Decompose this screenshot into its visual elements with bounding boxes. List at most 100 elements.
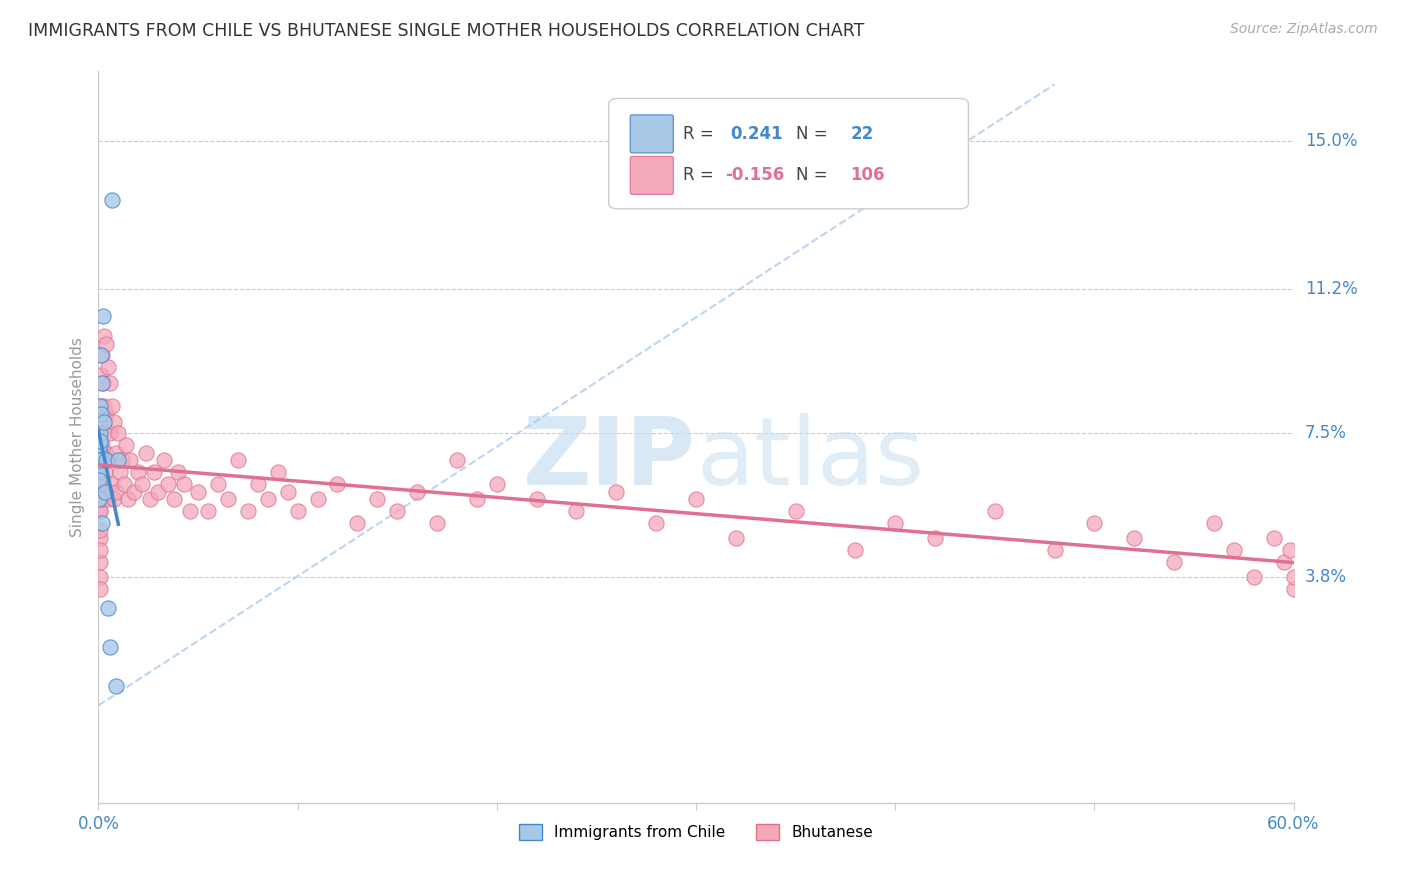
- Immigrants from Chile: [89, 426, 111, 441]
- Bhutanese: [115, 438, 138, 452]
- Text: ZIP: ZIP: [523, 413, 696, 505]
- Bhutanese: [346, 516, 368, 530]
- Bhutanese: [97, 453, 120, 467]
- Bhutanese: [526, 492, 548, 507]
- Bhutanese: [96, 336, 118, 351]
- Bhutanese: [112, 476, 135, 491]
- Bhutanese: [366, 492, 388, 507]
- FancyBboxPatch shape: [630, 156, 673, 194]
- Bhutanese: [187, 484, 209, 499]
- Immigrants from Chile: [93, 415, 115, 429]
- Text: R =: R =: [683, 125, 718, 143]
- Bhutanese: [645, 516, 668, 530]
- Bhutanese: [89, 531, 111, 545]
- Immigrants from Chile: [101, 193, 124, 207]
- Bhutanese: [148, 484, 170, 499]
- Bhutanese: [103, 492, 125, 507]
- Bhutanese: [605, 484, 627, 499]
- Bhutanese: [724, 531, 747, 545]
- Bhutanese: [87, 484, 110, 499]
- Bhutanese: [426, 516, 449, 530]
- Bhutanese: [1263, 531, 1285, 545]
- Immigrants from Chile: [105, 679, 128, 693]
- Bhutanese: [91, 438, 114, 452]
- Bhutanese: [91, 407, 114, 421]
- Bhutanese: [89, 524, 111, 538]
- Bhutanese: [844, 542, 866, 557]
- Bhutanese: [1123, 531, 1146, 545]
- Bhutanese: [96, 445, 118, 459]
- Bhutanese: [89, 542, 111, 557]
- Bhutanese: [97, 359, 120, 374]
- Bhutanese: [103, 415, 125, 429]
- Text: N =: N =: [796, 167, 834, 185]
- Bhutanese: [90, 492, 112, 507]
- Bhutanese: [120, 453, 142, 467]
- Bhutanese: [117, 492, 139, 507]
- Bhutanese: [131, 476, 153, 491]
- Bhutanese: [465, 492, 488, 507]
- Bhutanese: [90, 368, 112, 382]
- FancyBboxPatch shape: [630, 115, 673, 153]
- Bhutanese: [406, 484, 429, 499]
- Bhutanese: [197, 504, 219, 518]
- Text: IMMIGRANTS FROM CHILE VS BHUTANESE SINGLE MOTHER HOUSEHOLDS CORRELATION CHART: IMMIGRANTS FROM CHILE VS BHUTANESE SINGL…: [28, 22, 865, 40]
- Immigrants from Chile: [89, 453, 111, 467]
- Bhutanese: [163, 492, 186, 507]
- Bhutanese: [153, 453, 176, 467]
- Immigrants from Chile: [90, 348, 112, 362]
- Immigrants from Chile: [89, 438, 111, 452]
- Bhutanese: [1223, 542, 1246, 557]
- Legend: Immigrants from Chile, Bhutanese: Immigrants from Chile, Bhutanese: [513, 818, 879, 847]
- Bhutanese: [446, 453, 468, 467]
- Immigrants from Chile: [94, 484, 117, 499]
- Text: N =: N =: [796, 125, 834, 143]
- Bhutanese: [1043, 542, 1066, 557]
- Bhutanese: [89, 570, 111, 584]
- Bhutanese: [157, 476, 180, 491]
- Bhutanese: [93, 426, 115, 441]
- Text: R =: R =: [683, 167, 718, 185]
- Bhutanese: [93, 399, 115, 413]
- Bhutanese: [236, 504, 259, 518]
- Bhutanese: [105, 445, 128, 459]
- Bhutanese: [105, 484, 128, 499]
- Text: Source: ZipAtlas.com: Source: ZipAtlas.com: [1230, 22, 1378, 37]
- Text: 3.8%: 3.8%: [1305, 568, 1347, 586]
- Immigrants from Chile: [89, 434, 111, 448]
- Bhutanese: [94, 465, 117, 479]
- Immigrants from Chile: [89, 465, 111, 479]
- Bhutanese: [89, 445, 111, 459]
- Bhutanese: [90, 399, 112, 413]
- Bhutanese: [267, 465, 290, 479]
- Bhutanese: [1282, 582, 1305, 596]
- Text: 15.0%: 15.0%: [1305, 132, 1357, 151]
- Bhutanese: [101, 476, 124, 491]
- Bhutanese: [685, 492, 707, 507]
- Text: 0.241: 0.241: [731, 125, 783, 143]
- Bhutanese: [307, 492, 329, 507]
- Bhutanese: [96, 407, 118, 421]
- Bhutanese: [91, 453, 114, 467]
- Bhutanese: [785, 504, 807, 518]
- Bhutanese: [97, 492, 120, 507]
- Bhutanese: [1163, 555, 1185, 569]
- Immigrants from Chile: [93, 310, 115, 324]
- Bhutanese: [1282, 570, 1305, 584]
- Bhutanese: [1202, 516, 1225, 530]
- Bhutanese: [89, 465, 111, 479]
- Bhutanese: [124, 484, 146, 499]
- Immigrants from Chile: [89, 473, 111, 487]
- Bhutanese: [89, 504, 111, 518]
- Immigrants from Chile: [98, 640, 122, 655]
- Bhutanese: [167, 465, 190, 479]
- Text: 22: 22: [851, 125, 873, 143]
- Immigrants from Chile: [90, 376, 112, 390]
- Immigrants from Chile: [87, 492, 110, 507]
- Immigrants from Chile: [96, 453, 118, 467]
- Immigrants from Chile: [91, 516, 114, 530]
- Bhutanese: [207, 476, 229, 491]
- Bhutanese: [984, 504, 1007, 518]
- Bhutanese: [89, 476, 111, 491]
- Text: 106: 106: [851, 167, 884, 185]
